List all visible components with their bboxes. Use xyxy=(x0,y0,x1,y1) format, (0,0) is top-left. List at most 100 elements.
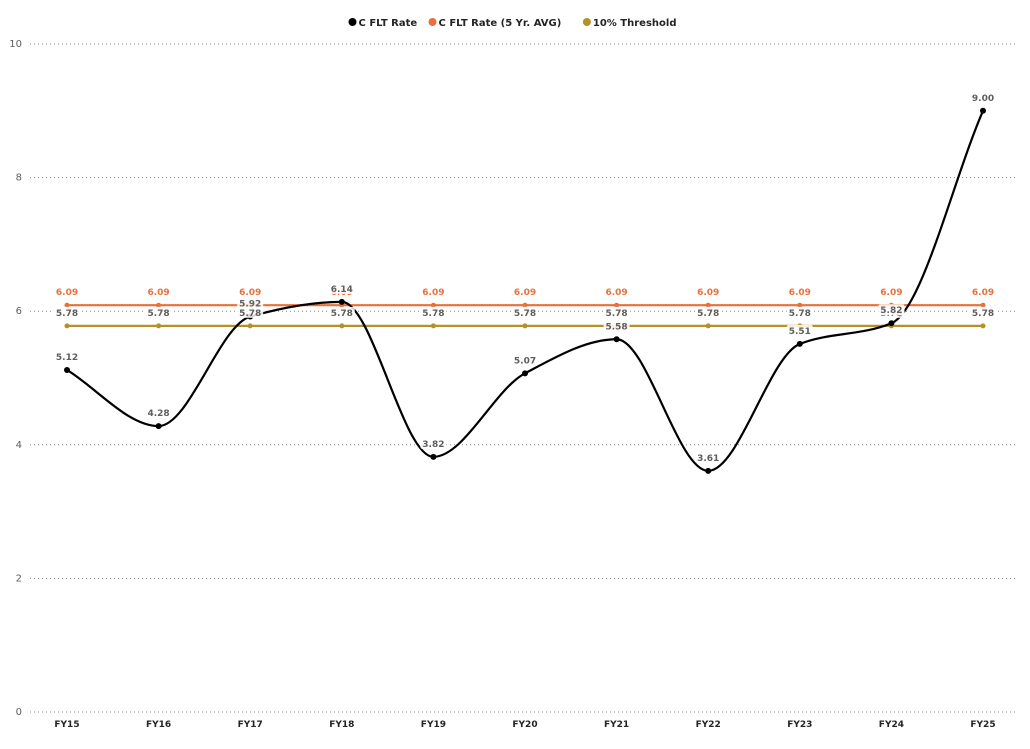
legend-label: C FLT Rate xyxy=(359,18,418,29)
data-point-c-flt-rate[interactable] xyxy=(522,370,528,377)
data-label-10-threshold: 5.78 xyxy=(145,306,172,319)
data-labels: 5.78 5.78 5.78 5.78 5.78 5.78 5.78 5.78 5.78 5.78… xyxy=(54,91,996,464)
data-label-text: 5.78 xyxy=(239,309,261,319)
series-points xyxy=(64,107,986,474)
data-point-c-flt-rate-5-yr-avg[interactable] xyxy=(980,302,986,308)
data-label-bg xyxy=(970,91,996,103)
legend-item-10-threshold[interactable]: 10% Threshold xyxy=(582,18,677,29)
data-label-10-threshold: 5.78 xyxy=(786,306,813,319)
data-label-10-threshold: 5.78 xyxy=(512,306,538,319)
data-label-bg xyxy=(54,286,80,298)
data-label-text: 6.09 xyxy=(239,288,261,298)
data-label-text: 5.78 xyxy=(605,309,627,319)
data-label-text: 6.09 xyxy=(56,288,78,298)
y-axis: 0 2 4 6 8 10 xyxy=(9,39,22,718)
data-label-text: 6.09 xyxy=(880,288,902,298)
data-label-bg xyxy=(695,306,722,318)
data-label-bg xyxy=(695,286,722,298)
data-label-10-threshold: 5.78 xyxy=(420,306,447,319)
data-label-c-flt-rate: 5.92 xyxy=(237,297,264,310)
data-label-text: 4.28 xyxy=(147,409,169,419)
x-axis: FY15 FY16 FY17 FY18 FY19 FY20 FY21 FY22 FY23 FY24… xyxy=(54,720,995,730)
data-label-c-flt-rate: 3.82 xyxy=(420,437,447,450)
x-tick-label: FY20 xyxy=(512,720,537,730)
data-label-c-flt-rate: 5.82 xyxy=(878,304,905,316)
data-point-c-flt-rate[interactable] xyxy=(430,453,437,460)
legend-item-c-flt-rate[interactable]: C FLT Rate xyxy=(348,18,418,29)
data-point-c-flt-rate-5-yr-avg[interactable] xyxy=(64,302,70,308)
data-point-c-flt-rate[interactable] xyxy=(155,423,162,430)
data-label-bg xyxy=(420,437,447,449)
data-label-bg xyxy=(512,286,538,298)
data-label-text: 5.78 xyxy=(972,309,994,319)
data-point-c-flt-rate[interactable] xyxy=(980,107,986,114)
data-label-c-flt-rate: 6.14 xyxy=(328,282,355,295)
legend: C FLT Rate C FLT Rate (5 Yr. AVG) 10% Thre… xyxy=(348,18,677,29)
data-label-bg xyxy=(54,350,80,362)
data-point-c-flt-rate[interactable] xyxy=(613,336,620,343)
data-point-10-threshold[interactable] xyxy=(522,323,528,329)
data-point-10-threshold[interactable] xyxy=(705,323,711,329)
data-label-bg xyxy=(878,304,905,316)
series-line-c-flt-rate xyxy=(65,109,985,472)
data-label-text: 3.82 xyxy=(422,440,444,450)
data-label-c-flt-rate-5-yr-avg: 6.09 xyxy=(145,286,172,298)
data-label-10-threshold: 5.78 xyxy=(970,306,996,319)
data-label-bg xyxy=(512,306,538,318)
data-point-10-threshold[interactable] xyxy=(430,323,436,329)
data-label-bg xyxy=(328,306,355,318)
data-point-c-flt-rate[interactable] xyxy=(705,467,712,474)
data-label-text: 6.09 xyxy=(605,288,627,298)
legend-label: 10% Threshold xyxy=(593,18,677,29)
data-point-c-flt-rate[interactable] xyxy=(64,366,70,373)
data-point-c-flt-rate-5-yr-avg[interactable] xyxy=(430,302,436,308)
x-tick-label: FY15 xyxy=(54,720,79,730)
legend-marker-icon xyxy=(428,18,437,26)
data-point-c-flt-rate-5-yr-avg[interactable] xyxy=(614,302,620,308)
x-tick-label: FY23 xyxy=(787,720,812,730)
data-point-10-threshold[interactable] xyxy=(980,323,986,329)
data-point-c-flt-rate-5-yr-avg[interactable] xyxy=(797,302,803,308)
data-label-c-flt-rate: 5.12 xyxy=(54,350,80,363)
data-label-c-flt-rate-5-yr-avg: 6.09 xyxy=(237,286,264,298)
data-label-text: 5.12 xyxy=(56,353,78,363)
data-label-c-flt-rate-5-yr-avg: 6.09 xyxy=(970,286,996,298)
data-point-c-flt-rate[interactable] xyxy=(888,320,895,327)
data-point-c-flt-rate-5-yr-avg[interactable] xyxy=(522,302,528,308)
data-label-text: 6.14 xyxy=(331,285,353,295)
y-tick-label: 0 xyxy=(16,707,22,718)
data-label-text: 6.09 xyxy=(697,288,719,298)
data-label-text: 5.78 xyxy=(422,309,444,319)
data-point-10-threshold[interactable] xyxy=(247,323,253,329)
data-label-bg xyxy=(970,306,996,318)
data-label-text: 5.92 xyxy=(239,300,261,310)
data-label-c-flt-rate: 5.51 xyxy=(786,324,813,337)
x-tick-label: FY19 xyxy=(421,720,446,730)
data-label-text: 5.78 xyxy=(147,309,169,319)
data-point-10-threshold[interactable] xyxy=(339,323,345,329)
data-point-10-threshold[interactable] xyxy=(156,323,162,329)
data-point-c-flt-rate[interactable] xyxy=(796,340,803,347)
data-label-bg xyxy=(420,306,447,318)
data-label-c-flt-rate-5-yr-avg: 6.09 xyxy=(603,286,630,298)
data-label-text: 5.82 xyxy=(880,306,902,316)
data-point-10-threshold[interactable] xyxy=(64,323,70,329)
legend-marker-icon xyxy=(348,18,357,26)
x-tick-label: FY16 xyxy=(146,720,171,730)
data-label-c-flt-rate-5-yr-avg: 6.09 xyxy=(512,286,538,298)
data-label-c-flt-rate-5-yr-avg: 6.09 xyxy=(878,286,905,298)
data-label-bg xyxy=(878,286,905,298)
legend-item-c-flt-rate-5-yr-avg[interactable]: C FLT Rate (5 Yr. AVG) xyxy=(428,18,562,29)
data-label-text: 5.07 xyxy=(514,356,536,366)
y-tick-label: 8 xyxy=(16,173,22,184)
data-point-c-flt-rate-5-yr-avg[interactable] xyxy=(156,302,162,308)
data-point-c-flt-rate[interactable] xyxy=(338,298,345,305)
x-tick-label: FY24 xyxy=(879,720,904,730)
data-point-c-flt-rate-5-yr-avg[interactable] xyxy=(705,302,711,308)
data-label-c-flt-rate-5-yr-avg: 6.09 xyxy=(420,286,447,298)
data-label-bg xyxy=(786,286,813,298)
x-tick-label: FY25 xyxy=(970,720,995,730)
gridlines xyxy=(30,43,1018,713)
legend-label: C FLT Rate (5 Yr. AVG) xyxy=(439,18,562,29)
